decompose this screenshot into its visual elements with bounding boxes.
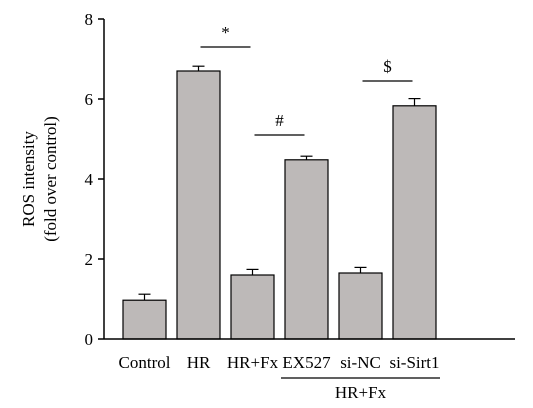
x-tick-label: si-Sirt1 [389,353,439,372]
y-tick-label: 4 [85,170,94,189]
significance-symbol: $ [383,57,392,76]
x-tick-label: EX527 [282,353,331,372]
y-axis-label-line2: (fold over control) [41,116,60,242]
significance-symbol: # [275,111,284,130]
bars-layer [122,70,437,340]
bar-si-sirt1 [392,105,437,340]
significance-annotations: * # $ [200,23,413,136]
bar-hr-fx [230,274,275,340]
y-axis-label-line1: ROS intensity [19,131,38,227]
group-label: HR+Fx [335,383,387,402]
y-ticks-layer: 0 2 4 6 8 [85,10,104,349]
x-tick-label: HR [187,353,211,372]
x-tick-label: si-NC [340,353,381,372]
y-tick-label: 2 [85,250,94,269]
x-labels-layer: Control HR HR+Fx EX527 si-NC si-Sirt1 [119,353,440,372]
error-bars-layer [138,65,421,301]
y-tick-label: 6 [85,90,94,109]
bar-si-nc [338,272,383,340]
group-bracket: HR+Fx [281,377,440,402]
y-tick-label: 0 [85,330,94,349]
x-tick-label: Control [119,353,171,372]
bar-ex527 [284,159,329,340]
x-tick-label: HR+Fx [227,353,279,372]
significance-symbol: * [221,23,230,42]
bar-hr [176,70,221,340]
bar-control [122,299,167,340]
y-tick-label: 8 [85,10,94,29]
